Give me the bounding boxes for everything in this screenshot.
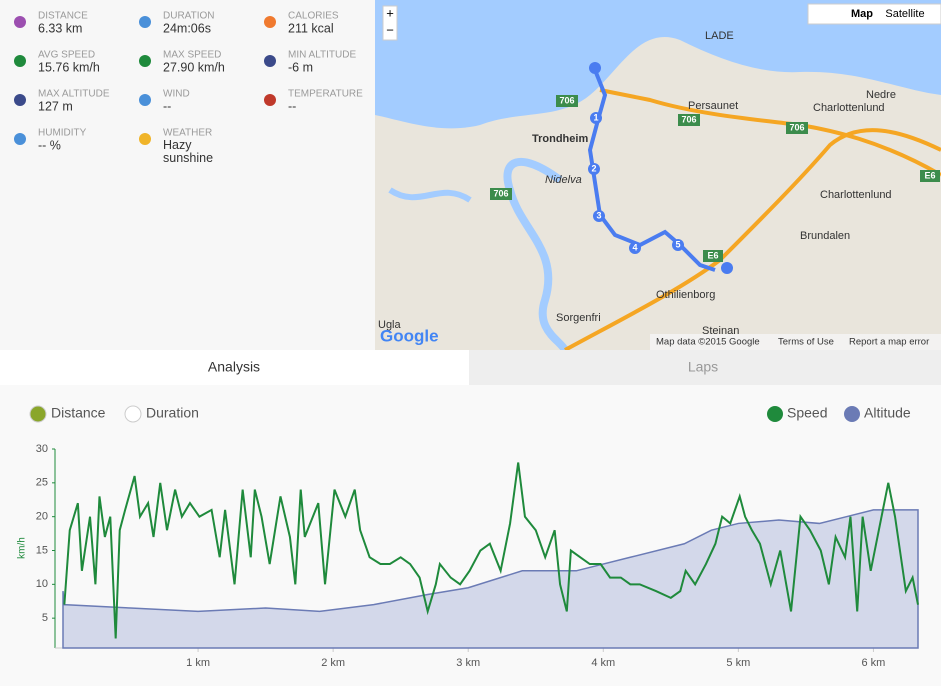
stat-icon xyxy=(139,55,151,67)
map-footer[interactable]: Terms of Use xyxy=(778,337,834,348)
x-mode-label[interactable]: Duration xyxy=(146,405,199,421)
route-marker: 2 xyxy=(591,163,596,173)
place-label: Nidelva xyxy=(545,174,582,186)
y-tick-label: 30 xyxy=(36,443,48,455)
route-marker: 4 xyxy=(632,242,637,252)
y-tick-label: 15 xyxy=(36,544,48,556)
stat-icon xyxy=(14,55,26,67)
road-label: E6 xyxy=(707,250,718,260)
place-label: Persaunet xyxy=(688,100,738,112)
stat-icon xyxy=(139,94,151,106)
y-tick-label: 20 xyxy=(36,511,48,523)
stat-value: -- xyxy=(163,99,171,113)
stat-label: MIN ALTITUDE xyxy=(288,50,356,61)
legend-label[interactable]: Speed xyxy=(787,405,827,421)
map-logo: Google xyxy=(380,326,439,345)
altitude-area xyxy=(62,509,919,649)
x-tick-label: 6 km xyxy=(862,657,886,669)
stat-icon xyxy=(139,16,151,28)
place-label: Brundalen xyxy=(800,230,850,242)
x-tick-label: 2 km xyxy=(321,657,345,669)
x-tick-label: 3 km xyxy=(456,657,480,669)
stat-label: DURATION xyxy=(163,11,214,22)
x-tick-label: 5 km xyxy=(726,657,750,669)
stat-icon xyxy=(264,94,276,106)
tab-label[interactable]: Laps xyxy=(688,359,718,375)
route-marker: 3 xyxy=(596,210,601,220)
stat-label: CALORIES xyxy=(288,11,339,22)
legend-label[interactable]: Altitude xyxy=(864,405,911,421)
y-tick-label: 5 xyxy=(42,612,48,624)
stat-label: DISTANCE xyxy=(38,11,88,22)
stat-value: 211 kcal xyxy=(288,21,334,35)
route-marker: 5 xyxy=(675,239,680,249)
stat-icon xyxy=(264,16,276,28)
stat-label: WIND xyxy=(163,89,190,100)
stat-value: 15.76 km/h xyxy=(38,60,100,74)
stat-label: MAX ALTITUDE xyxy=(38,89,110,100)
y-tick-label: 25 xyxy=(36,477,48,489)
stat-icon xyxy=(139,133,151,145)
stat-label: TEMPERATURE xyxy=(288,89,363,100)
y-tick-label: 10 xyxy=(36,578,48,590)
place-label: Charlottenlund xyxy=(820,189,892,201)
zoom-out[interactable]: − xyxy=(386,22,394,37)
stat-value: Hazy sunshine xyxy=(163,138,213,165)
x-tick-label: 4 km xyxy=(591,657,615,669)
x-mode-toggle[interactable] xyxy=(29,405,47,423)
stat-icon xyxy=(14,133,26,145)
place-label: Trondheim xyxy=(532,133,588,145)
map-footer[interactable]: Report a map error xyxy=(849,337,929,348)
stat-label: AVG SPEED xyxy=(38,50,95,61)
place-label: LADE xyxy=(705,30,734,42)
speed-line xyxy=(63,462,919,639)
stat-value: 24m:06s xyxy=(163,21,211,35)
stat-value: 27.90 km/h xyxy=(163,60,225,74)
stat-icon xyxy=(264,55,276,67)
map-footer: Map data ©2015 Google xyxy=(656,337,760,348)
stat-label: HUMIDITY xyxy=(38,128,87,139)
stats-panel xyxy=(0,0,375,350)
stat-value: 6.33 km xyxy=(38,21,82,35)
route-marker: 1 xyxy=(593,112,598,122)
tab[interactable] xyxy=(0,350,469,385)
legend-marker[interactable] xyxy=(767,406,783,422)
tab-label[interactable]: Analysis xyxy=(208,359,260,375)
road-label: 706 xyxy=(789,122,804,132)
place-label: Othilienborg xyxy=(656,289,715,301)
tab[interactable] xyxy=(469,350,941,385)
stat-label: MAX SPEED xyxy=(163,50,221,61)
road-label: E6 xyxy=(924,170,935,180)
y-axis-label: km/h xyxy=(17,537,28,559)
stat-value: 127 m xyxy=(38,99,73,113)
road-label: 706 xyxy=(559,95,574,105)
stat-value: -- xyxy=(288,99,296,113)
place-label: Nedre xyxy=(866,89,896,101)
place-label: Ugla xyxy=(378,319,402,331)
map-type-button[interactable]: Map xyxy=(851,8,873,20)
x-mode-toggle[interactable] xyxy=(124,405,142,423)
x-mode-label[interactable]: Distance xyxy=(51,405,106,421)
place-label: Charlottenlund xyxy=(813,102,885,114)
zoom-in[interactable]: + xyxy=(386,5,394,20)
map: + − Map Satellite Trondheim Persaunet Ne… xyxy=(375,0,941,350)
stat-icon xyxy=(14,94,26,106)
map-type-button[interactable]: Satellite xyxy=(885,8,924,20)
x-tick-label: 1 km xyxy=(186,657,210,669)
stat-icon xyxy=(14,16,26,28)
stat-value: -- % xyxy=(38,138,61,152)
road-label: 706 xyxy=(681,114,696,124)
legend-marker[interactable] xyxy=(844,406,860,422)
stat-label: WEATHER xyxy=(163,128,212,139)
chart: 5 10 15 20 25 30 1 km 2 km 3 km 4 km 5 km 6 km Dista… xyxy=(29,405,919,669)
road-label: 706 xyxy=(493,188,508,198)
place-label: Sorgenfri xyxy=(556,312,601,324)
place-label: Steinan xyxy=(702,325,739,337)
stat-value: -6 m xyxy=(288,60,313,74)
